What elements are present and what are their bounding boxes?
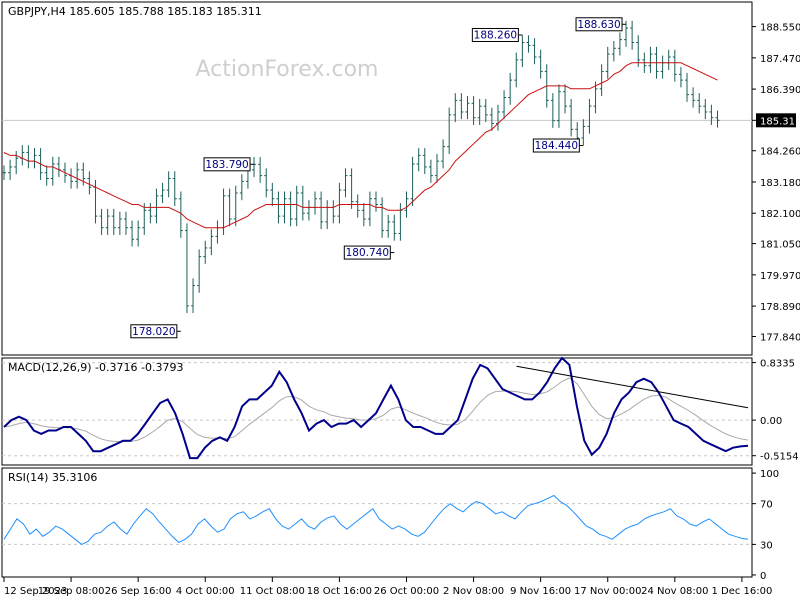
rsi-panel-frame xyxy=(1,467,753,578)
price-y-tick-label: 181.050 xyxy=(760,240,800,251)
rsi-y-tick-label: 100 xyxy=(760,469,779,480)
x-tick-label: 4 Oct 00:00 xyxy=(176,586,235,597)
price-y-tick-label: 184.260 xyxy=(760,147,800,158)
rsi-line xyxy=(3,494,749,545)
x-tick-label: 12 Sep 2023 xyxy=(4,586,67,597)
price-y-tick-label: 188.550 xyxy=(760,23,800,34)
macd-y-tick-label: -0.5154 xyxy=(760,452,799,463)
moving-average-line xyxy=(3,62,718,229)
price-panel-title: GBPJPY,H4 185.605 185.788 185.183 185.31… xyxy=(8,5,262,18)
annotation-box xyxy=(471,27,519,42)
price-y-tick-label: 178.890 xyxy=(760,302,800,313)
price-y-tick-label: 182.100 xyxy=(760,209,800,220)
macd-panel-frame xyxy=(1,357,753,466)
price-y-tick-label: 183.180 xyxy=(760,178,800,189)
annotation-box xyxy=(343,245,391,260)
rsi-layer xyxy=(2,494,752,545)
price-y-tick-label: 186.390 xyxy=(760,85,800,96)
annotation-label: 180.740 xyxy=(346,247,389,259)
annotation-label: 184.440 xyxy=(535,140,578,152)
axis-layer: 188.550 187.470 186.390 185.311 184.260 183.1… xyxy=(3,23,800,597)
macd-layer xyxy=(2,356,752,460)
macd-panel-title: MACD(12,26,9) -0.3716 -0.3793 xyxy=(8,361,183,374)
x-tick-label: 1 Dec 16:00 xyxy=(711,586,772,597)
annotation-box xyxy=(575,17,623,32)
x-tick-label: 2 Nov 08:00 xyxy=(443,586,504,597)
x-tick-label: 11 Oct 08:00 xyxy=(240,586,305,597)
price-layer: 183.790 178.020 180.740 188.260 184.440 188.6… xyxy=(2,17,752,339)
annotation-box xyxy=(203,157,251,172)
current-price-label: 185.311 xyxy=(760,116,800,127)
price-y-tick-label: 177.840 xyxy=(760,332,800,343)
macd-y-tick-label: 0.8335 xyxy=(760,359,795,370)
annotation-label: 188.260 xyxy=(474,29,517,41)
macd-line xyxy=(3,356,749,460)
annotation-label: 178.020 xyxy=(132,326,175,338)
annotation-label: 183.790 xyxy=(205,159,248,171)
macd-y-tick-label: 0.00 xyxy=(760,416,782,427)
rsi-y-tick-label: 30 xyxy=(760,540,773,551)
price-panel-frame xyxy=(1,1,753,356)
current-price-badge xyxy=(756,113,796,128)
rsi-y-tick-label: 70 xyxy=(760,500,773,511)
rsi-panel-title: RSI(14) 35.3106 xyxy=(8,471,97,484)
x-tick-label: 18 Oct 16:00 xyxy=(307,586,372,597)
x-tick-label: 19 Sep 08:00 xyxy=(38,586,105,597)
price-y-tick-label: 187.470 xyxy=(760,54,800,65)
x-tick-label: 26 Oct 00:00 xyxy=(374,586,439,597)
annotation-label: 188.630 xyxy=(577,19,620,31)
price-y-tick-label: 179.970 xyxy=(760,271,800,282)
watermark: ActionForex.com xyxy=(196,57,379,82)
x-tick-label: 9 Nov 16:00 xyxy=(510,586,571,597)
annotation-box xyxy=(532,138,580,153)
annotation-box xyxy=(130,324,178,339)
rsi-y-tick-label: 0 xyxy=(760,571,766,582)
macd-trendline xyxy=(516,365,749,409)
x-tick-label: 17 Nov 00:00 xyxy=(574,586,641,597)
x-tick-label: 26 Sep 16:00 xyxy=(105,586,172,597)
x-tick-label: 24 Nov 08:00 xyxy=(641,586,708,597)
